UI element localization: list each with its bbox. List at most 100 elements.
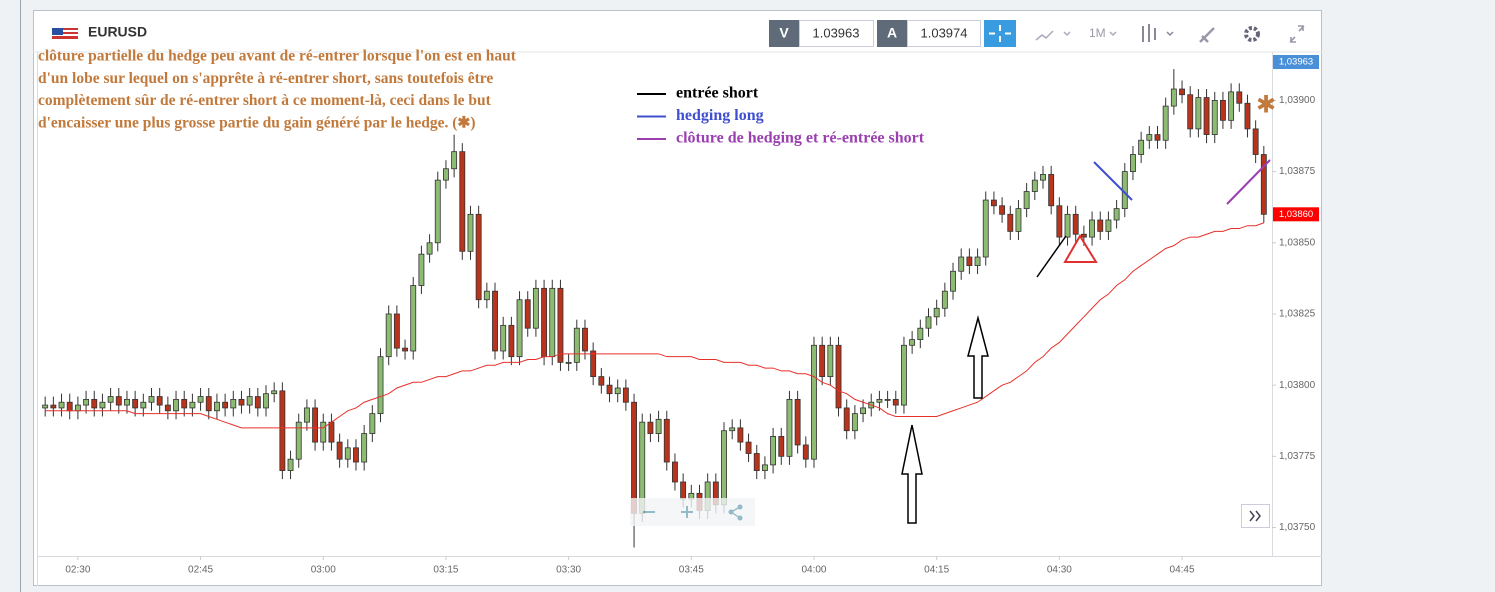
candle xyxy=(761,456,768,480)
candle xyxy=(353,439,359,471)
candle-body xyxy=(181,398,188,409)
candle xyxy=(238,390,245,414)
candle-body xyxy=(1219,100,1226,121)
candle-body xyxy=(320,421,327,443)
candle-body xyxy=(1048,174,1055,207)
legend-label: hedging long xyxy=(676,107,764,124)
candle xyxy=(230,390,237,417)
candle xyxy=(181,390,188,417)
candle-body xyxy=(1080,233,1087,238)
candle xyxy=(58,393,65,417)
candle-body xyxy=(786,398,793,457)
candle xyxy=(115,388,122,414)
timeframe-caret xyxy=(1109,31,1117,37)
candle xyxy=(402,339,408,360)
candle xyxy=(917,319,924,349)
candle xyxy=(156,388,163,414)
candle-body xyxy=(843,407,850,432)
candle xyxy=(451,134,458,178)
candle xyxy=(843,399,850,440)
candle xyxy=(1007,205,1014,240)
candle xyxy=(189,393,196,417)
hedging-long-line xyxy=(1093,161,1133,201)
candle-body xyxy=(851,413,858,432)
candle xyxy=(982,191,989,266)
candle xyxy=(737,419,744,451)
candle-body xyxy=(999,205,1006,215)
candle xyxy=(582,319,588,360)
y-tick-label: 1,03750 xyxy=(1279,522,1316,533)
annotation-note: d'un lobe sur lequel on s'apprête à ré-e… xyxy=(38,70,493,87)
candle xyxy=(124,390,130,414)
candles-button[interactable] xyxy=(1142,24,1174,42)
candle-body xyxy=(312,407,319,443)
candle-body xyxy=(1179,88,1185,96)
candle-body xyxy=(1260,154,1267,215)
x-tick-label: 03:15 xyxy=(433,565,458,576)
candle-body xyxy=(835,344,842,409)
candle-body xyxy=(1195,97,1202,130)
candle-body xyxy=(737,427,744,443)
candle xyxy=(50,396,57,417)
candle xyxy=(369,405,376,443)
candle xyxy=(1260,145,1267,223)
candle xyxy=(573,319,580,371)
candle xyxy=(606,376,613,403)
candle-body xyxy=(475,213,482,301)
x-tick-label: 03:30 xyxy=(556,565,581,576)
candle xyxy=(590,342,597,386)
candle xyxy=(835,336,842,417)
candle-body xyxy=(246,396,253,406)
candle xyxy=(263,385,269,417)
candle-body xyxy=(124,398,130,406)
scroll-right-button[interactable] xyxy=(1241,504,1270,528)
candle-body xyxy=(83,398,90,406)
candle-body xyxy=(1089,219,1096,238)
candle-body xyxy=(213,401,220,412)
candle-body xyxy=(418,253,425,286)
timeframe[interactable]: 1M xyxy=(1089,26,1106,40)
chart-type-button[interactable] xyxy=(1035,30,1071,41)
fullscreen-button[interactable] xyxy=(1289,25,1305,43)
candle-body xyxy=(1023,191,1030,210)
candle-body xyxy=(140,401,147,409)
settings-button[interactable] xyxy=(1244,26,1260,42)
candle-body xyxy=(827,344,834,378)
candle-body xyxy=(672,461,678,483)
crosshair-button[interactable] xyxy=(984,20,1016,47)
candle xyxy=(794,390,801,454)
candle-body xyxy=(1105,219,1112,232)
candle xyxy=(802,436,809,468)
annotation-note: complètement sûr de ré-entrer short à ce… xyxy=(38,92,492,109)
candle xyxy=(295,413,302,468)
bid-button[interactable] xyxy=(769,20,799,47)
candle xyxy=(320,413,327,451)
draw-button[interactable] xyxy=(1199,27,1215,43)
x-tick-label: 03:45 xyxy=(679,565,704,576)
candle xyxy=(222,393,229,417)
candle-body xyxy=(99,401,106,409)
ask-button[interactable] xyxy=(877,20,907,47)
candle xyxy=(925,308,932,337)
candle-body xyxy=(606,384,613,395)
candle xyxy=(344,439,351,468)
candle xyxy=(786,390,793,465)
candle-body xyxy=(238,398,245,406)
zoom-in[interactable] xyxy=(681,506,693,518)
candle-body xyxy=(541,287,548,358)
candle-body xyxy=(614,387,621,395)
candle xyxy=(443,160,449,189)
candle xyxy=(1170,69,1177,115)
candle xyxy=(1130,145,1136,181)
y-tick-label: 1,03875 xyxy=(1279,166,1316,177)
candle-body xyxy=(197,396,204,403)
candle-body xyxy=(549,287,556,358)
x-tick-label: 04:30 xyxy=(1047,565,1072,576)
candle xyxy=(1113,200,1120,229)
share[interactable] xyxy=(728,504,743,521)
ask-box xyxy=(907,20,981,47)
candle-body xyxy=(377,356,384,415)
candle-body xyxy=(1097,219,1104,232)
x-tick-label: 02:45 xyxy=(188,565,213,576)
